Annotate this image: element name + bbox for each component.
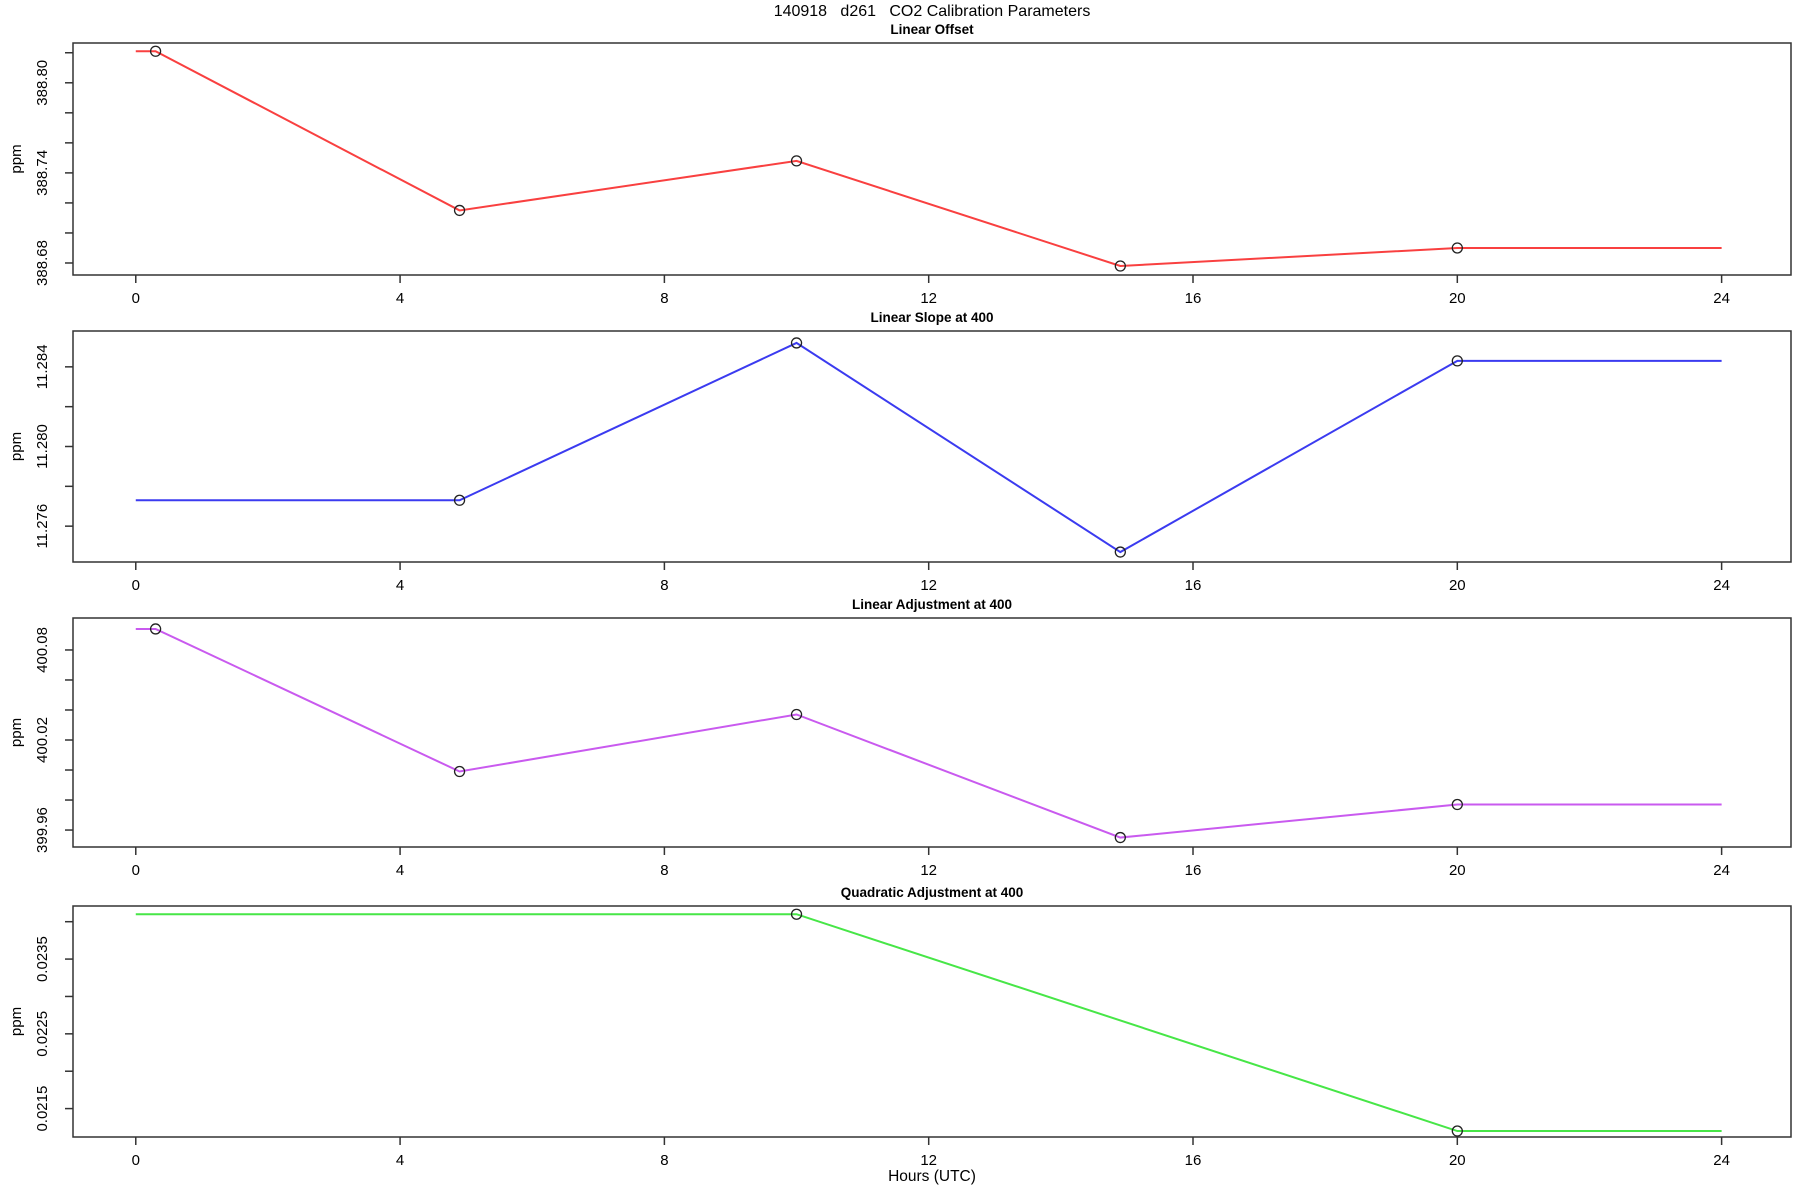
x-tick-label: 12	[920, 577, 937, 594]
y-tick-label: 11.284	[34, 344, 51, 389]
x-tick-label: 24	[1713, 577, 1730, 594]
series-line	[135, 50, 1722, 267]
x-tick-label: 4	[396, 290, 404, 307]
data-point-marker	[453, 494, 466, 506]
y-tick-label: 399.96	[34, 807, 51, 853]
panel-quadratic-adjustment-at-400: 0.0215 0.0225 0.0235 ppm 0 4 8 12 16 20 24 Quadrati…	[8, 885, 1792, 1169]
panel-title: Linear Adjustment at 400	[852, 597, 1012, 612]
x-tick-label: 12	[920, 862, 937, 879]
data-point-marker	[790, 337, 803, 349]
panel-linear-offset: 388.68 388.74 388.80 ppm 0 4 8 12 16 20 24 Linear O…	[8, 22, 1792, 307]
x-tick-label: 4	[396, 577, 404, 594]
y-tick-label: 400.08	[34, 627, 51, 673]
y-tick-label: 388.80	[34, 60, 51, 106]
data-point-marker	[453, 204, 466, 217]
data-point-marker	[1451, 242, 1463, 254]
x-tick-label: 16	[1185, 290, 1202, 307]
panel-border	[72, 905, 1792, 1138]
data-point-marker	[1451, 798, 1463, 811]
x-tick-label: 24	[1713, 862, 1730, 879]
data-point-marker	[1114, 260, 1126, 272]
x-tick-label: 0	[132, 290, 140, 307]
x-tick-label: 20	[1449, 1152, 1466, 1169]
data-point-marker	[1114, 831, 1126, 844]
data-point-marker	[149, 45, 162, 57]
y-tick-label: 11.276	[34, 504, 51, 549]
data-point-marker	[1114, 546, 1126, 558]
y-tick-label: 400.02	[34, 717, 51, 763]
x-tick-label: 16	[1185, 577, 1202, 594]
x-tick-label: 12	[920, 1152, 937, 1169]
series-line	[135, 627, 1722, 839]
panel-border	[72, 330, 1792, 563]
x-tick-label: 12	[920, 290, 937, 307]
data-point-marker	[790, 708, 803, 721]
x-tick-label: 16	[1185, 862, 1202, 879]
y-axis-label: ppm	[8, 718, 25, 747]
series-line	[135, 913, 1722, 1133]
data-point-marker	[149, 623, 162, 635]
x-tick-label: 8	[660, 577, 668, 594]
x-tick-label: 8	[660, 1152, 668, 1169]
x-tick-label: 16	[1185, 1152, 1202, 1169]
x-tick-label: 0	[132, 1152, 140, 1169]
data-point-marker	[1451, 1125, 1463, 1137]
y-tick-label: 0.0215	[34, 1086, 51, 1132]
x-tick-label: 4	[396, 1152, 404, 1169]
y-axis-label: ppm	[8, 144, 25, 173]
x-tick-label: 4	[396, 862, 404, 879]
y-tick-label: 0.0235	[34, 936, 51, 982]
chart-title: 140918 d261 CO2 Calibration Parameters	[773, 3, 1091, 20]
series-line	[135, 341, 1722, 554]
x-tick-label: 8	[660, 290, 668, 307]
y-tick-label: 388.74	[34, 150, 51, 196]
panel-title: Linear Offset	[890, 22, 974, 37]
panel-title: Linear Slope at 400	[870, 310, 993, 325]
x-tick-label: 20	[1449, 862, 1466, 879]
y-tick-label: 11.280	[34, 424, 51, 469]
x-tick-label: 24	[1713, 290, 1730, 307]
y-tick-label: 0.0225	[34, 1011, 51, 1057]
panel-linear-adjustment-at-400: 399.96 400.02 400.08 ppm 0 4 8 12 16 20 24 Linear A…	[8, 597, 1792, 879]
panel-title: Quadratic Adjustment at 400	[841, 885, 1024, 900]
x-tick-label: 20	[1449, 290, 1466, 307]
x-tick-label: 8	[660, 862, 668, 879]
y-axis-label: ppm	[8, 432, 25, 461]
panel-border	[72, 42, 1792, 276]
panel-linear-slope-at-400: 11.276 11.280 11.284 ppm 0 4 8 12 16 20 24 Linear S…	[8, 310, 1792, 594]
data-point-marker	[453, 765, 466, 778]
data-point-marker	[790, 155, 803, 167]
data-point-marker	[1451, 355, 1463, 367]
x-tick-label: 20	[1449, 577, 1466, 594]
panel-border	[72, 617, 1792, 848]
x-tick-label: 0	[132, 577, 140, 594]
data-point-marker	[790, 908, 803, 920]
x-tick-label: 0	[132, 862, 140, 879]
x-axis-label: Hours (UTC)	[888, 1168, 976, 1185]
y-axis-label: ppm	[8, 1007, 25, 1036]
y-tick-label: 388.68	[34, 240, 51, 286]
x-tick-label: 24	[1713, 1152, 1730, 1169]
